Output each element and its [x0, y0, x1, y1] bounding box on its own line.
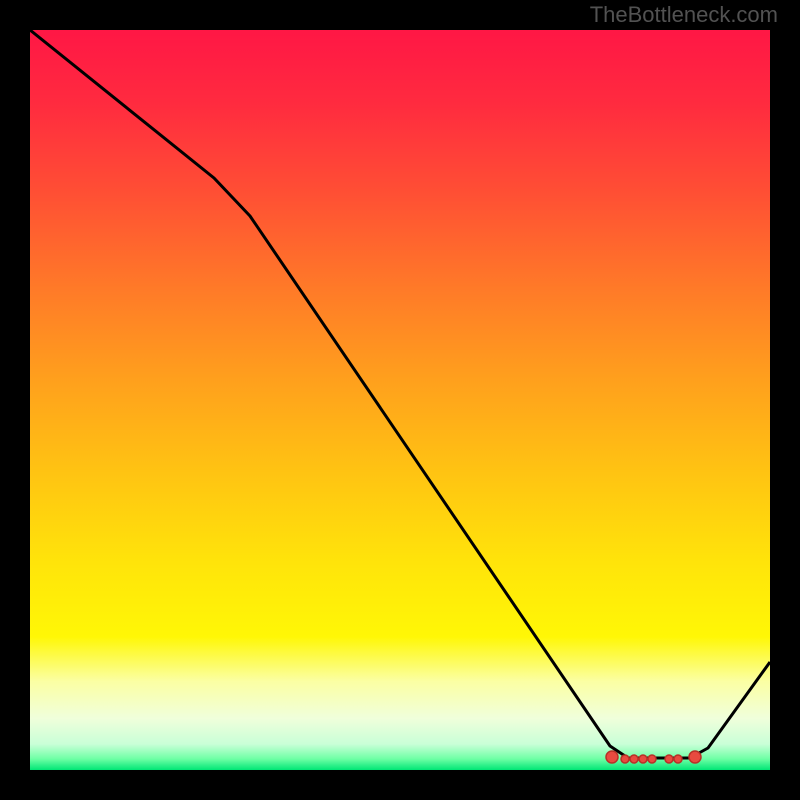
bottleneck-chart: [30, 30, 770, 770]
marker-point: [648, 755, 656, 763]
watermark-text: TheBottleneck.com: [590, 2, 778, 28]
marker-point: [606, 751, 618, 763]
marker-point: [674, 755, 682, 763]
marker-point: [621, 755, 629, 763]
marker-point: [665, 755, 673, 763]
marker-point: [639, 755, 647, 763]
chart-container: [30, 30, 770, 770]
chart-background: [30, 30, 770, 770]
marker-point: [689, 751, 701, 763]
marker-point: [630, 755, 638, 763]
